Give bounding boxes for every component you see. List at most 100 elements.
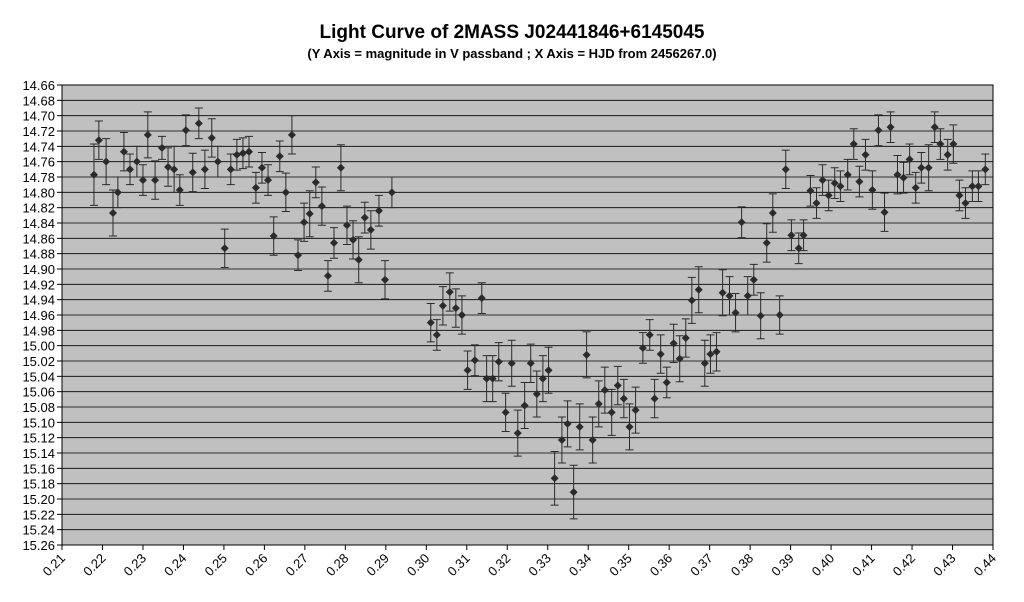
data-point <box>936 140 945 149</box>
data-point <box>768 209 777 218</box>
data-point <box>470 356 479 365</box>
y-tick-label: 14.82 <box>22 201 55 216</box>
data-point <box>645 330 654 339</box>
data-point <box>681 334 690 342</box>
data-point <box>488 374 497 383</box>
data-point <box>432 330 441 339</box>
data-point <box>725 291 734 300</box>
data-point <box>143 130 152 139</box>
y-tick-label: 14.94 <box>22 293 55 308</box>
data-point <box>924 163 933 172</box>
data-point <box>607 408 616 417</box>
data-point <box>656 350 665 359</box>
data-point <box>138 176 147 185</box>
data-point <box>843 170 852 179</box>
data-point <box>749 275 758 284</box>
data-point <box>638 343 647 352</box>
data-point <box>550 474 559 483</box>
data-point <box>151 176 160 185</box>
data-point <box>930 123 939 132</box>
y-tick-label: 14.72 <box>22 124 55 139</box>
data-point <box>305 209 314 218</box>
data-point <box>275 152 284 161</box>
data-point <box>220 244 229 253</box>
data-point <box>569 488 578 497</box>
data-point <box>494 357 503 366</box>
y-tick-label: 15.14 <box>22 446 55 461</box>
y-tick-label: 15.24 <box>22 523 55 538</box>
data-point <box>694 285 703 294</box>
data-point <box>207 133 216 142</box>
data-point <box>943 150 952 159</box>
data-point <box>317 202 326 211</box>
data-point <box>600 386 609 395</box>
chart-subtitle: (Y Axis = magnitude in V passband ; X Ax… <box>307 46 716 61</box>
data-point <box>775 311 784 319</box>
data-point <box>451 304 460 313</box>
y-tick-label: 14.76 <box>22 155 55 170</box>
data-point <box>157 143 166 152</box>
data-point <box>287 130 296 139</box>
data-point <box>264 176 273 185</box>
data-point <box>200 165 209 174</box>
y-tick-label: 14.66 <box>22 78 55 93</box>
data-point <box>613 381 622 390</box>
data-point <box>360 213 369 222</box>
data-point <box>818 176 827 185</box>
y-tick-label: 14.80 <box>22 185 55 200</box>
data-point <box>323 271 332 280</box>
data-point <box>974 182 983 191</box>
data-point <box>445 288 454 296</box>
data-point <box>886 123 895 132</box>
data-point <box>513 429 522 438</box>
data-point <box>119 147 128 156</box>
data-point <box>89 170 98 179</box>
y-tick-label: 15.22 <box>22 507 55 522</box>
data-point <box>300 218 309 227</box>
data-point <box>855 177 864 186</box>
data-point <box>94 136 103 145</box>
y-tick-label: 14.92 <box>22 277 55 292</box>
data-point <box>170 165 179 174</box>
data-point <box>257 163 266 172</box>
data-point <box>650 394 659 403</box>
y-tick-label: 15.10 <box>22 415 55 430</box>
data-point <box>874 126 883 135</box>
data-point <box>669 339 678 348</box>
data-point <box>463 366 472 375</box>
y-tick-label: 15.04 <box>22 369 55 384</box>
data-point <box>311 178 320 187</box>
data-point <box>575 422 584 431</box>
data-point <box>861 150 870 159</box>
data-point <box>354 255 363 264</box>
data-point <box>245 147 254 156</box>
data-point <box>232 150 241 159</box>
data-point <box>799 231 808 240</box>
data-point <box>700 359 709 368</box>
data-point <box>188 168 197 177</box>
data-point <box>544 366 553 375</box>
y-tick-label: 15.16 <box>22 461 55 476</box>
data-point <box>102 157 111 166</box>
y-tick-label: 14.98 <box>22 323 55 338</box>
data-point <box>594 399 603 408</box>
data-point <box>917 163 926 172</box>
data-point <box>181 126 190 135</box>
data-point <box>164 163 173 172</box>
data-point <box>706 350 715 359</box>
data-point <box>718 288 727 297</box>
data-point <box>981 165 990 174</box>
data-point <box>520 401 529 410</box>
data-point <box>787 231 796 240</box>
data-point <box>113 188 122 197</box>
data-point <box>538 374 547 383</box>
data-point <box>349 235 358 244</box>
y-tick-label: 14.96 <box>22 308 55 323</box>
y-tick-label: 14.74 <box>22 139 55 154</box>
y-tick-label: 15.02 <box>22 354 55 369</box>
data-point <box>662 378 671 387</box>
data-point <box>949 140 958 149</box>
data-point <box>781 165 790 174</box>
data-point <box>743 291 752 300</box>
data-point <box>175 186 184 195</box>
